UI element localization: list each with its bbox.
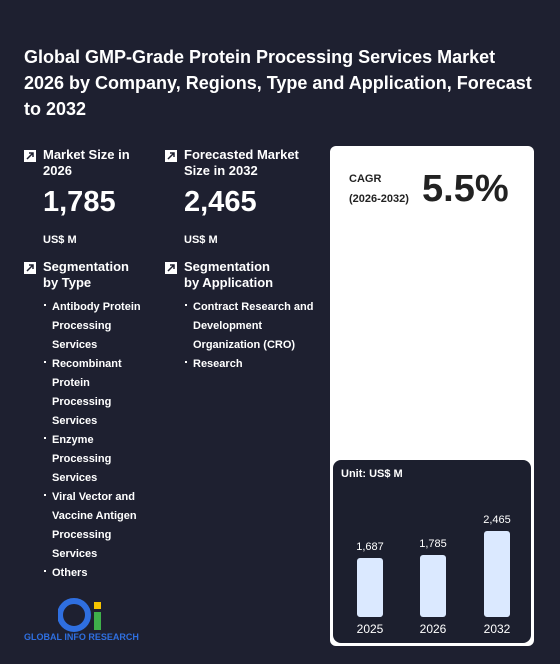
market-size-label: Market Size in 2026 xyxy=(43,147,130,178)
application-list: Contract Research and Development Organi… xyxy=(184,298,314,374)
bar xyxy=(420,554,446,617)
icon xyxy=(165,150,177,162)
icon xyxy=(24,150,36,162)
chart-unit: Unit: US$ M xyxy=(341,468,403,480)
market-size-value: 1,785 xyxy=(43,186,116,218)
market-size-unit: US$ M xyxy=(43,234,77,246)
category-label: 2026 xyxy=(419,622,447,636)
cagr-label: CAGR xyxy=(349,173,382,185)
list-item: Others xyxy=(43,564,143,583)
value-label: 2,465 xyxy=(483,514,511,526)
forecast-unit: US$ M xyxy=(184,234,218,246)
category-label: 2032 xyxy=(483,622,511,636)
list-item: Antibody Protein Processing Services xyxy=(43,298,143,355)
value-label: 1,687 xyxy=(356,541,384,554)
forecast-label: Forecasted Market Size in 2032 xyxy=(184,147,299,178)
type-list: Antibody Protein Processing Services Reco… xyxy=(43,298,143,583)
bar-chart: Unit: US$ M 1,687 2025 1,785 2026 2,465 2032 xyxy=(333,460,531,643)
value-label: 1,785 xyxy=(419,537,447,550)
icon xyxy=(165,262,177,274)
title: Global GMP-Grade Protein Processing Serv… xyxy=(24,47,532,119)
list-item: Viral Vector and Vaccine Antigen Process… xyxy=(43,488,143,564)
cagr-value: 5.5% xyxy=(422,168,509,210)
cagr-period: (2026-2032) xyxy=(349,193,409,205)
bar xyxy=(484,531,510,617)
list-item: Recombinant Protein Processing Services xyxy=(43,355,143,431)
category-label: 2025 xyxy=(356,622,384,636)
logo-text: GLOBAL INFO RESEARCH xyxy=(24,632,139,642)
segmentation-type-label: Segmentation by Type xyxy=(43,259,129,290)
segmentation-application-label: Segmentation by Application xyxy=(184,259,274,290)
list-item: Research xyxy=(184,355,314,374)
list-item: Enzyme Processing Services xyxy=(43,431,143,488)
forecast-value: 2,465 xyxy=(184,186,257,218)
list-item: Contract Research and Development Organi… xyxy=(184,298,314,355)
icon xyxy=(24,262,36,274)
logo-mark xyxy=(58,598,101,632)
bar xyxy=(357,558,383,617)
